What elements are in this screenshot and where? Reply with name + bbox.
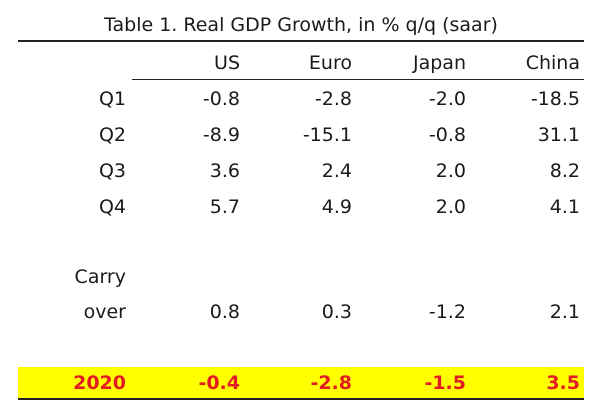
table-cell: 0.8 — [209, 301, 240, 323]
table-cell: -1.2 — [428, 301, 466, 323]
table-cell: 2.4 — [321, 160, 352, 182]
row-label-over: over — [83, 301, 126, 323]
table-cell: 4.1 — [549, 196, 580, 218]
table-cell: -2.8 — [310, 372, 352, 394]
table-cell: 2.0 — [435, 160, 466, 182]
table-cell: -1.5 — [424, 372, 466, 394]
table-cell: 31.1 — [537, 124, 580, 146]
column-header-japan: Japan — [413, 52, 466, 74]
table-cell: -15.1 — [302, 124, 352, 146]
table-cell: 5.7 — [209, 196, 240, 218]
table-cell: 3.5 — [546, 372, 580, 394]
table-cell: 8.2 — [549, 160, 580, 182]
table-cell: -2.0 — [428, 88, 466, 110]
column-header-china: China — [525, 52, 580, 74]
column-header-us: US — [214, 52, 240, 74]
table-cell: -2.8 — [314, 88, 352, 110]
table-cell: 0.3 — [321, 301, 352, 323]
highlight-band — [18, 367, 584, 398]
table-cell: 2.0 — [435, 196, 466, 218]
column-header-euro: Euro — [308, 52, 352, 74]
table-cell: 2.1 — [549, 301, 580, 323]
row-label-q4: Q4 — [98, 196, 126, 218]
row-label-q3: Q3 — [98, 160, 126, 182]
table-cell: -18.5 — [530, 88, 580, 110]
bottom-rule — [18, 398, 584, 400]
table-cell: -0.4 — [198, 372, 240, 394]
table-cell: -0.8 — [202, 88, 240, 110]
row-label-carry: Carry — [74, 266, 126, 288]
top-rule — [18, 40, 584, 42]
row-label-2020: 2020 — [73, 372, 126, 394]
table-cell: -0.8 — [428, 124, 466, 146]
row-label-q2: Q2 — [98, 124, 126, 146]
header-rule — [132, 79, 584, 80]
table-cell: 4.9 — [321, 196, 352, 218]
table-title: Table 1. Real GDP Growth, in % q/q (saar… — [104, 14, 498, 36]
table-cell: -8.9 — [202, 124, 240, 146]
row-label-q1: Q1 — [98, 88, 126, 110]
table-cell: 3.6 — [209, 160, 240, 182]
